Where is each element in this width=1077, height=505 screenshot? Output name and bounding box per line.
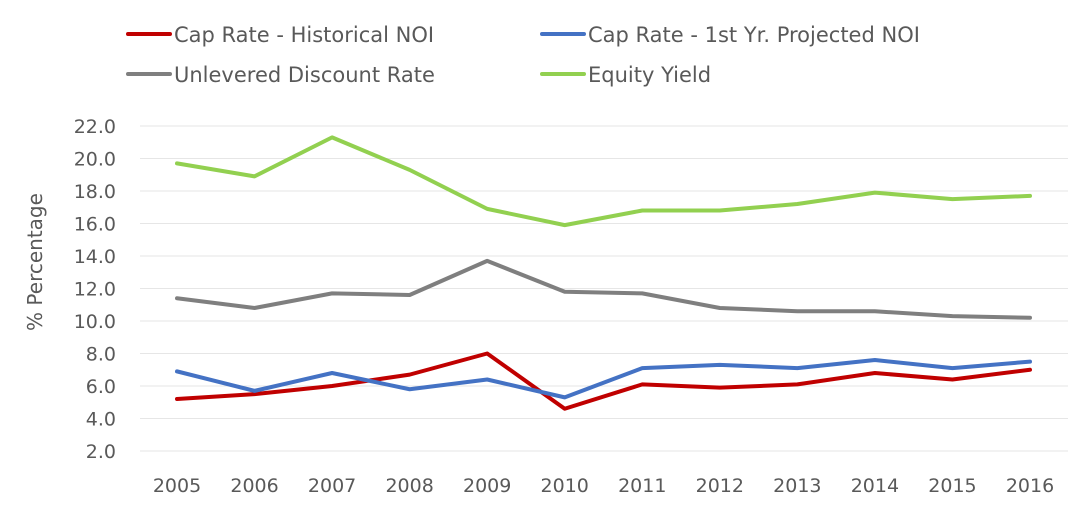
legend-label: Cap Rate - Historical NOI bbox=[174, 23, 434, 47]
y-tick-label: 6.0 bbox=[86, 376, 116, 398]
y-tick-label: 4.0 bbox=[86, 409, 116, 431]
x-axis-ticks: 2005 2006 2007 2008 2009 2010 2011 2012 2013 2014… bbox=[153, 475, 1054, 497]
legend-label: Cap Rate - 1st Yr. Projected NOI bbox=[588, 23, 920, 47]
legend-item: Unlevered Discount Rate bbox=[126, 63, 435, 87]
x-tick-label: 2005 bbox=[153, 475, 201, 497]
x-tick-label: 2010 bbox=[541, 475, 589, 497]
x-tick-label: 2011 bbox=[618, 475, 666, 497]
y-tick-label: 22.0 bbox=[74, 116, 116, 138]
x-tick-label: 2008 bbox=[385, 475, 433, 497]
legend-item: Cap Rate - Historical NOI bbox=[126, 23, 434, 47]
x-tick-label: 2015 bbox=[928, 475, 976, 497]
legend: Cap Rate - Historical NOI Cap Rate - 1st … bbox=[126, 23, 920, 87]
x-tick-label: 2006 bbox=[230, 475, 278, 497]
gridlines bbox=[140, 125, 1068, 452]
legend-label: Unlevered Discount Rate bbox=[174, 63, 435, 87]
y-tick-label: 18.0 bbox=[74, 181, 116, 203]
y-tick-label: 12.0 bbox=[74, 279, 116, 301]
series-line-3 bbox=[175, 135, 1032, 228]
y-tick-label: 2.0 bbox=[86, 441, 116, 463]
legend-label: Equity Yield bbox=[588, 63, 711, 87]
series-lines bbox=[175, 135, 1032, 411]
y-tick-label: 8.0 bbox=[86, 344, 116, 366]
x-tick-label: 2012 bbox=[696, 475, 744, 497]
x-tick-label: 2014 bbox=[851, 475, 899, 497]
legend-item: Equity Yield bbox=[540, 63, 711, 87]
x-tick-label: 2016 bbox=[1006, 475, 1054, 497]
y-tick-label: 20.0 bbox=[74, 149, 116, 171]
legend-item: Cap Rate - 1st Yr. Projected NOI bbox=[540, 23, 920, 47]
y-tick-label: 16.0 bbox=[74, 214, 116, 236]
series-line-1 bbox=[175, 358, 1032, 400]
y-axis-label: % Percentage bbox=[23, 193, 47, 331]
y-tick-label: 14.0 bbox=[74, 246, 116, 268]
series-line-2 bbox=[175, 258, 1032, 320]
x-tick-label: 2013 bbox=[773, 475, 821, 497]
y-axis-ticks: 2.0 4.0 6.0 8.0 10.0 12.0 14.0 16.0 18.0 20.0 22.0 bbox=[74, 116, 116, 463]
y-tick-label: 10.0 bbox=[74, 311, 116, 333]
x-tick-label: 2009 bbox=[463, 475, 511, 497]
series-line-0 bbox=[175, 351, 1032, 411]
x-tick-label: 2007 bbox=[308, 475, 356, 497]
